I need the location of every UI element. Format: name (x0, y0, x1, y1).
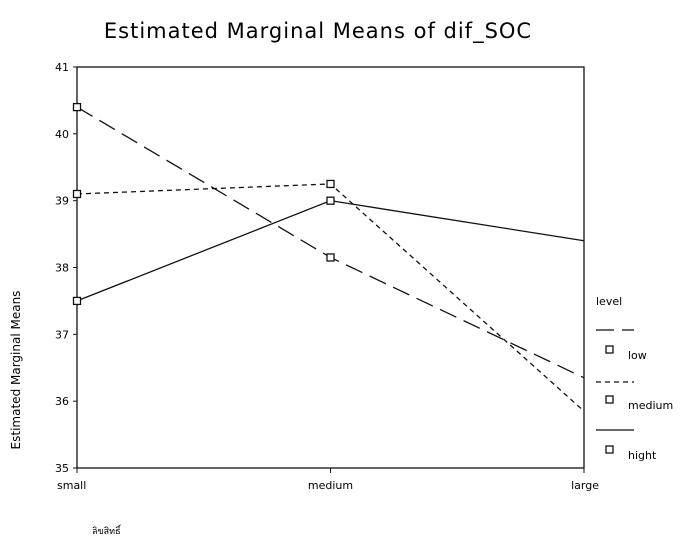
data-point-hight (72, 296, 82, 306)
series-layer (72, 102, 585, 412)
y-tick-label: 39 (55, 195, 69, 208)
y-tick-label: 38 (55, 262, 69, 275)
y-axis-label: Estimated Marginal Means (9, 291, 23, 450)
y-tick-label: 35 (55, 462, 69, 475)
legend-label-medium: medium (628, 399, 673, 412)
plot-area (76, 66, 585, 469)
data-point-medium (72, 189, 82, 199)
y-tick-label: 40 (55, 128, 69, 141)
x-tick-label: medium (308, 479, 353, 492)
legend-title: level (596, 295, 622, 308)
series-line-low (76, 106, 585, 379)
legend-marker-medium (605, 395, 614, 404)
legend-marker-low (605, 345, 614, 354)
data-point-low (72, 102, 82, 112)
chart-title: Estimated Marginal Means of dif_SOC (104, 19, 532, 44)
x-tick-label: small (57, 479, 86, 492)
x-tick-label: large (571, 479, 599, 492)
legend-label-low: low (628, 349, 647, 362)
y-axis: 35 36 37 38 39 40 41 (55, 61, 77, 475)
series-line-hight (76, 199, 585, 302)
legend: level low medium hight (596, 295, 673, 462)
x-axis: small medium large (57, 468, 599, 492)
footnote: ลิขสิทธิ์ (92, 524, 122, 537)
y-tick-label: 36 (55, 395, 69, 408)
data-point-low (326, 253, 335, 262)
series-line-medium (76, 183, 585, 412)
data-point-hight (326, 196, 335, 205)
y-tick-label: 37 (55, 328, 69, 341)
data-point-medium (326, 179, 335, 189)
legend-label-hight: hight (628, 449, 657, 462)
y-tick-label: 41 (55, 61, 69, 74)
legend-marker-hight (605, 445, 614, 454)
